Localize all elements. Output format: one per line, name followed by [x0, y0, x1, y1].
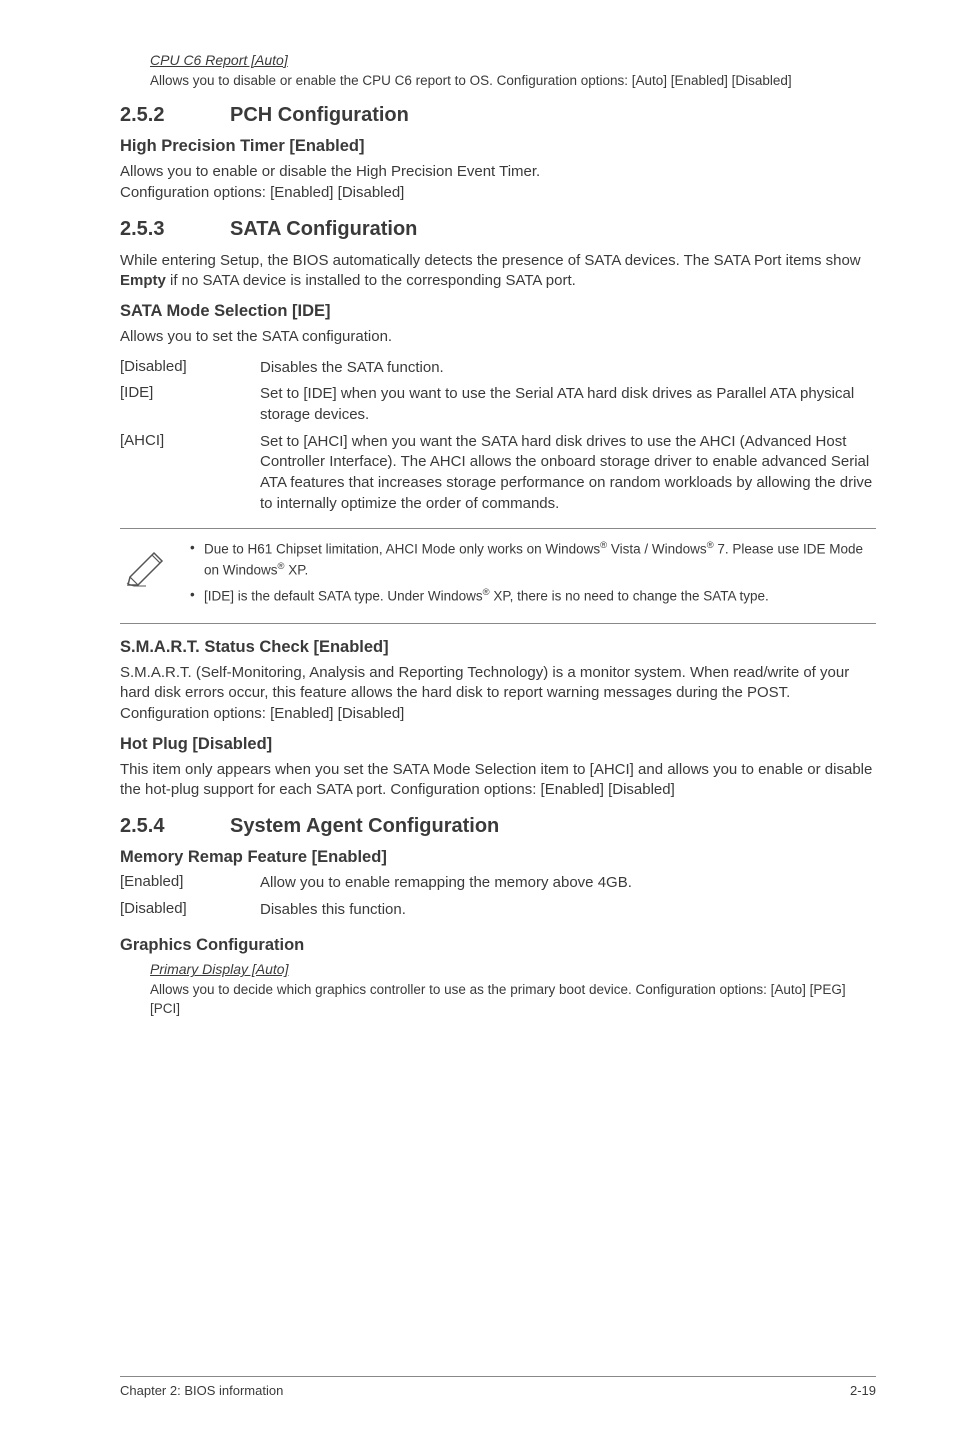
hpt-heading: High Precision Timer [Enabled] — [120, 137, 876, 156]
note-list: Due to H61 Chipset limitation, AHCI Mode… — [190, 539, 872, 612]
primary-display-text: Allows you to decide which graphics cont… — [150, 981, 876, 1017]
note-item: [IDE] is the default SATA type. Under Wi… — [190, 586, 872, 606]
option-row: [Enabled] Allow you to enable remapping … — [120, 873, 632, 900]
section-252-header: 2.5.2PCH Configuration — [120, 104, 876, 127]
option-row: [Disabled] Disables this function. — [120, 900, 632, 927]
sata-mode-options: [Disabled] Disables the SATA function. [… — [120, 358, 876, 521]
option-val: Disables the SATA function. — [260, 358, 876, 385]
option-val: Allow you to enable remapping the memory… — [260, 873, 632, 900]
hotplug-heading: Hot Plug [Disabled] — [120, 735, 876, 754]
note-box: Due to H61 Chipset limitation, AHCI Mode… — [120, 528, 876, 623]
option-val: Disables this function. — [260, 900, 632, 927]
section-254-header: 2.5.4System Agent Configuration — [120, 815, 876, 838]
cpu-c6-heading: CPU C6 Report [Auto] — [150, 52, 876, 68]
option-val: Set to [IDE] when you want to use the Se… — [260, 384, 876, 431]
option-key: [IDE] — [120, 384, 260, 431]
option-key: [Disabled] — [120, 358, 260, 385]
sata-mode-heading: SATA Mode Selection [IDE] — [120, 302, 876, 321]
note-item: Due to H61 Chipset limitation, AHCI Mode… — [190, 539, 872, 580]
option-key: [Disabled] — [120, 900, 260, 927]
section-253-title: SATA Configuration — [230, 218, 417, 240]
graphics-heading: Graphics Configuration — [120, 936, 876, 955]
option-row: [AHCI] Set to [AHCI] when you want the S… — [120, 432, 876, 521]
section-252-title: PCH Configuration — [230, 104, 409, 126]
pencil-icon — [120, 539, 190, 592]
hotplug-text: This item only appears when you set the … — [120, 760, 876, 801]
section-253-num: 2.5.3 — [120, 218, 230, 241]
remap-heading: Memory Remap Feature [Enabled] — [120, 848, 876, 867]
section-254-title: System Agent Configuration — [230, 815, 499, 837]
footer-left: Chapter 2: BIOS information — [120, 1383, 283, 1398]
page-footer: Chapter 2: BIOS information 2-19 — [120, 1376, 876, 1398]
option-key: [AHCI] — [120, 432, 260, 521]
smart-text: S.M.A.R.T. (Self-Monitoring, Analysis an… — [120, 663, 876, 725]
primary-display-heading: Primary Display [Auto] — [150, 961, 876, 977]
option-row: [IDE] Set to [IDE] when you want to use … — [120, 384, 876, 431]
section-253-header: 2.5.3SATA Configuration — [120, 218, 876, 241]
section-253-intro: While entering Setup, the BIOS automatic… — [120, 251, 876, 292]
footer-right: 2-19 — [850, 1383, 876, 1398]
option-key: [Enabled] — [120, 873, 260, 900]
smart-heading: S.M.A.R.T. Status Check [Enabled] — [120, 638, 876, 657]
option-val: Set to [AHCI] when you want the SATA har… — [260, 432, 876, 521]
section-254-num: 2.5.4 — [120, 815, 230, 838]
sata-mode-desc: Allows you to set the SATA configuration… — [120, 327, 876, 348]
remap-options: [Enabled] Allow you to enable remapping … — [120, 873, 632, 926]
section-252-num: 2.5.2 — [120, 104, 230, 127]
cpu-c6-text: Allows you to disable or enable the CPU … — [150, 72, 876, 90]
hpt-text: Allows you to enable or disable the High… — [120, 162, 876, 203]
option-row: [Disabled] Disables the SATA function. — [120, 358, 876, 385]
